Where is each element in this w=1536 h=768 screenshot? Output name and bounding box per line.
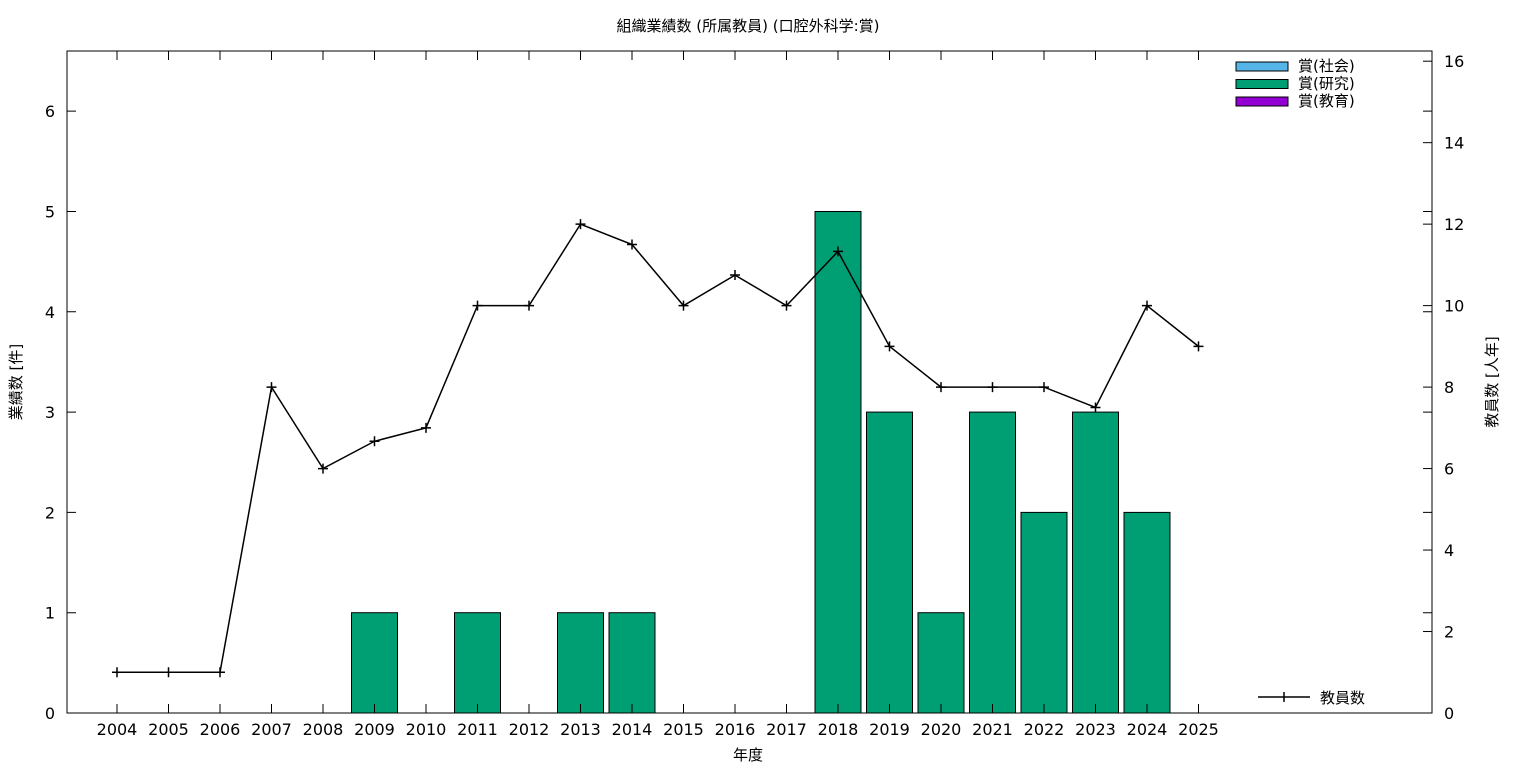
x-axis-label: 年度: [733, 746, 763, 764]
y-tick-label: 4: [45, 303, 55, 322]
line-point-2004: [112, 667, 122, 678]
line-faculty-count: [117, 223, 1199, 674]
y-axis-label: 業績数 [件]: [7, 344, 25, 420]
y2-tick-label: 8: [1444, 378, 1454, 397]
y-tick-label: 6: [45, 102, 55, 121]
line-point-2017: [781, 300, 792, 311]
line-point-2014: [627, 239, 637, 250]
x-tick-label: 2023: [1075, 720, 1116, 739]
x-tick-label: 2004: [97, 720, 138, 739]
legend-label: 賞(教育): [1298, 92, 1355, 110]
line-point-2015: [678, 300, 689, 311]
y2-axis-label: 教員数 [人年]: [1483, 336, 1501, 427]
line-point-2019: [884, 341, 895, 352]
line-point-2010: [421, 422, 431, 433]
plot-frame: [66, 50, 1433, 714]
bar-2011: [454, 612, 501, 714]
y-tick-label: 3: [45, 403, 55, 422]
line-point-2005: [163, 667, 174, 678]
x-tick-label: 2005: [148, 720, 189, 739]
y2-tick-label: 12: [1444, 215, 1464, 234]
x-tick-label: 2022: [1024, 720, 1065, 739]
line-point-2023: [1090, 402, 1101, 413]
x-tick-label: 2019: [869, 720, 910, 739]
x-tick-label: 2018: [818, 720, 859, 739]
legend-swatch: [1235, 79, 1289, 89]
x-tick-label: 2009: [354, 720, 395, 739]
y2-tick-label: 2: [1444, 623, 1454, 642]
y2-tick-label: 4: [1444, 541, 1454, 560]
x-tick-label: 2020: [921, 720, 962, 739]
line-point-2013: [575, 219, 586, 230]
legend-swatch: [1235, 61, 1289, 72]
bar-2013: [557, 612, 604, 714]
bar-2019: [866, 411, 913, 714]
line-point-2007: [266, 382, 277, 393]
x-tick-label: 2006: [200, 720, 241, 739]
bar-2024: [1123, 511, 1171, 714]
x-tick-label: 2025: [1178, 720, 1219, 739]
legend-label: 賞(研究): [1298, 75, 1355, 93]
line-point-2020: [936, 382, 946, 393]
bar-2014: [608, 612, 656, 714]
x-tick-label: 2014: [612, 720, 653, 739]
y-tick-label: 2: [45, 503, 55, 522]
legend-label: 賞(社会): [1298, 57, 1355, 75]
bar-2009: [351, 612, 398, 714]
y-tick-label: 0: [45, 704, 55, 723]
line-point-2006: [215, 667, 225, 678]
x-tick-label: 2021: [972, 720, 1013, 739]
line-point-2024: [1142, 300, 1152, 311]
bar-2020: [917, 612, 965, 714]
line-point-2011: [472, 300, 483, 311]
y2-tick-label: 10: [1444, 297, 1464, 316]
y-tick-label: 1: [45, 604, 55, 623]
line-point-2012: [524, 300, 534, 311]
x-tick-label: 2010: [406, 720, 447, 739]
line-point-2021: [987, 382, 998, 393]
line-point-2018: [833, 246, 843, 257]
bar-2023: [1072, 411, 1119, 714]
x-tick-label: 2015: [663, 720, 704, 739]
bar-2021: [969, 411, 1016, 714]
line-point-2022: [1039, 382, 1049, 393]
y2-tick-label: 14: [1444, 134, 1464, 153]
legend: 賞(社会)賞(研究)賞(教育) 教員数: [1235, 57, 1365, 707]
legend-label: 教員数: [1320, 689, 1365, 707]
legend-line-swatch: [1258, 692, 1310, 702]
bar-2022: [1020, 511, 1068, 714]
y-tick-label: 5: [45, 202, 55, 221]
plot-area: [112, 210, 1204, 714]
x-tick-label: 2017: [766, 720, 807, 739]
y2-tick-label: 0: [1444, 704, 1454, 723]
line-point-2009: [369, 436, 380, 447]
x-tick-label: 2024: [1127, 720, 1168, 739]
x-tick-label: 2013: [560, 720, 601, 739]
chart-title: 組織業績数 (所属教員) (口腔外科学:賞): [617, 17, 880, 35]
x-tick-label: 2008: [303, 720, 344, 739]
legend-swatch: [1235, 96, 1289, 107]
line-point-2016: [730, 270, 740, 281]
x-tick-label: 2012: [509, 720, 550, 739]
line-point-2025: [1193, 341, 1204, 352]
x-tick-label: 2016: [715, 720, 756, 739]
y2-tick-label: 6: [1444, 460, 1454, 479]
x-tick-label: 2007: [251, 720, 292, 739]
x-tick-label: 2011: [457, 720, 498, 739]
y2-tick-label: 16: [1444, 52, 1464, 71]
bar-2018: [814, 210, 862, 714]
line-point-2008: [318, 463, 328, 474]
